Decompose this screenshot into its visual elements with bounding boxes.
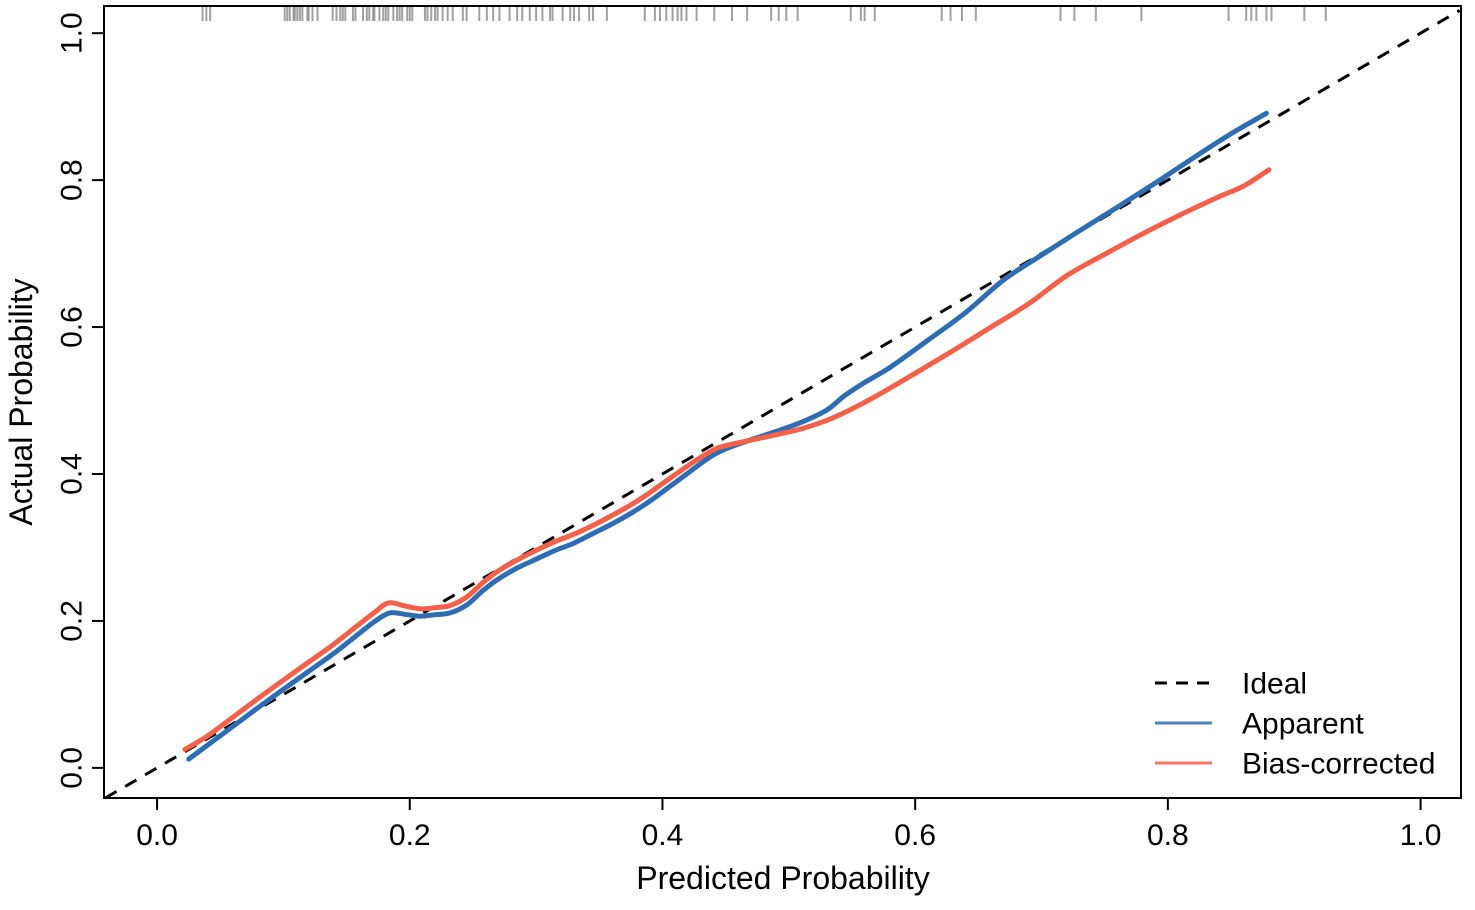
x-tick-label: 0.2 (389, 819, 431, 852)
y-tick-label: 0.2 (56, 600, 89, 642)
y-tick-label: 0.4 (56, 453, 89, 495)
x-tick-label: 0.0 (136, 819, 178, 852)
y-tick-label: 1.0 (56, 12, 89, 54)
legend-label-apparent: Apparent (1242, 708, 1364, 741)
data-curves (104, 9, 1461, 800)
ideal-curve (104, 9, 1461, 800)
axis-ticks: 0.0 0.2 0.4 0.6 0.8 1.0 0.0 0.2 0.4 0.6 0.8 1.0 (56, 12, 1442, 852)
x-tick-label: 0.8 (1147, 819, 1189, 852)
y-tick-label: 0.6 (56, 306, 89, 348)
legend-label-ideal: Ideal (1242, 668, 1307, 701)
apparent-curve (186, 110, 1269, 762)
y-tick-label: 0.0 (56, 747, 89, 789)
bias-corrected-curve (182, 167, 1272, 752)
y-axis-title: Actual Probability (3, 278, 39, 525)
x-tick-label: 0.4 (642, 819, 684, 852)
legend: Ideal Apparent Bias-corrected (1155, 668, 1435, 781)
x-tick-label: 0.6 (894, 819, 936, 852)
x-tick-label: 1.0 (1400, 819, 1442, 852)
y-tick-label: 0.8 (56, 159, 89, 201)
legend-label-bias-corrected: Bias-corrected (1242, 748, 1435, 781)
x-axis-title: Predicted Probability (636, 860, 929, 896)
plot-box (103, 5, 1462, 799)
rug-marks (201, 7, 1327, 21)
